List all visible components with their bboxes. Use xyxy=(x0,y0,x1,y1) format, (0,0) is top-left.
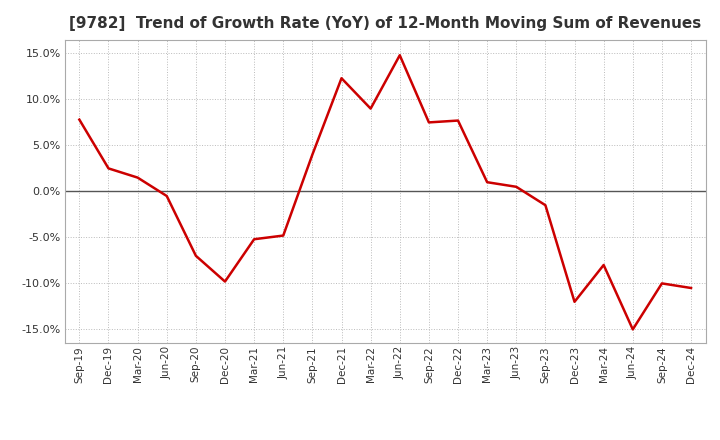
Title: [9782]  Trend of Growth Rate (YoY) of 12-Month Moving Sum of Revenues: [9782] Trend of Growth Rate (YoY) of 12-… xyxy=(69,16,701,32)
